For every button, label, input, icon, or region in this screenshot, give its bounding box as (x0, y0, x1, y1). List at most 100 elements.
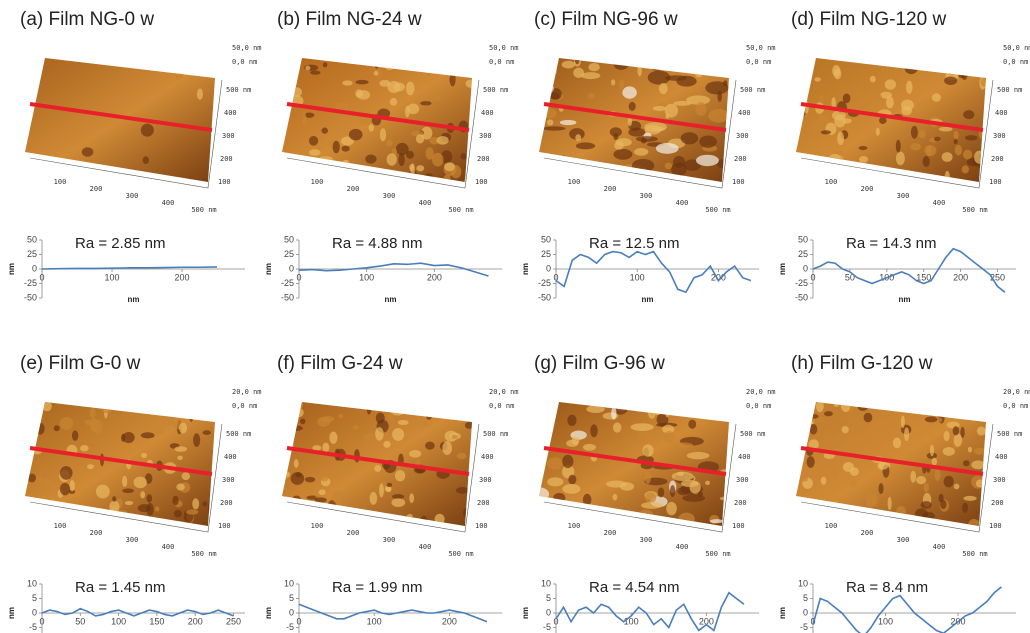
grain (122, 475, 128, 488)
surface-x-tick: 500 nm (962, 550, 987, 558)
roughness-annotation: Ra = 14.3 nm (846, 235, 936, 252)
grain (562, 454, 574, 469)
y-tick-label: 0 (32, 607, 37, 617)
grain (449, 72, 456, 87)
y-tick-label: -5 (543, 622, 551, 632)
grain (409, 164, 415, 172)
y-tick-label: -25 (281, 278, 294, 288)
grain (630, 423, 654, 432)
y-tick-label: 50 (798, 234, 808, 244)
grain (962, 502, 969, 513)
surface-x-tick: 100 (311, 522, 324, 530)
grain (665, 113, 670, 119)
grain (588, 62, 600, 72)
profile-line (298, 262, 489, 277)
grain (929, 444, 935, 457)
grain (315, 145, 321, 151)
grain (332, 490, 344, 504)
grain (178, 422, 188, 434)
grain (122, 431, 135, 444)
grain (920, 501, 932, 509)
grain (800, 476, 809, 482)
profile-cut (29, 102, 213, 132)
surface-y-tick: 500 nm (226, 430, 251, 438)
grain (652, 105, 667, 111)
grain (609, 127, 622, 137)
x-tick-label: 0 (296, 272, 301, 282)
surface (796, 402, 986, 526)
grain (934, 468, 941, 481)
profile-cut (543, 102, 727, 132)
surface-z-tick: 0,0 nm (746, 58, 771, 66)
grain (140, 432, 155, 439)
grain (196, 88, 203, 100)
grain (465, 79, 472, 88)
grain (953, 138, 958, 145)
panel-title: (e) Film G-0 w (20, 353, 141, 374)
grain (173, 509, 182, 518)
x-axis-label: nm (128, 295, 140, 304)
grain (567, 414, 577, 427)
surface-x-tick: 100 (311, 178, 324, 186)
surface-z-tick: 20,0 nm (746, 388, 776, 396)
grain (409, 493, 415, 504)
grain (916, 475, 927, 485)
grain (931, 93, 942, 102)
surface-y-tick: 100 (218, 522, 231, 530)
grain (586, 405, 605, 413)
surface-z-tick: 0,0 nm (232, 402, 257, 410)
grain (644, 470, 652, 484)
grain (832, 150, 845, 155)
surface-y-tick: 200 (220, 499, 233, 507)
surface-z-tick: 50,0 nm (489, 44, 519, 52)
grain (398, 153, 405, 167)
grain (309, 149, 321, 156)
grain (635, 136, 658, 142)
surface-y-tick: 200 (477, 499, 490, 507)
grain (562, 484, 581, 494)
grain (895, 151, 905, 166)
grain (892, 437, 902, 449)
grain (980, 77, 986, 87)
grain (322, 442, 330, 453)
surface-x-tick: 300 (126, 536, 139, 544)
surface-y-tick: 400 (738, 109, 751, 117)
surface-z-tick: 0,0 nm (232, 58, 257, 66)
grain (425, 441, 435, 450)
x-tick-label: 250 (226, 616, 241, 626)
grain (559, 119, 577, 126)
surface-x-tick: 200 (90, 529, 103, 537)
grain (407, 103, 420, 115)
x-tick-label: 100 (104, 272, 119, 282)
grain (425, 147, 434, 160)
surface (539, 58, 729, 182)
grain (695, 154, 719, 167)
grain (611, 79, 616, 86)
grain (904, 427, 910, 442)
grain (397, 420, 409, 426)
surface-y-tick: 400 (995, 453, 1008, 461)
grain (176, 483, 185, 491)
grain (842, 93, 851, 104)
surface-z-tick: 20,0 nm (1003, 388, 1030, 396)
grain (878, 483, 884, 495)
x-tick-label: 200 (442, 616, 457, 626)
grain (386, 139, 393, 147)
grain (944, 76, 958, 86)
grain (863, 412, 873, 423)
y-tick-label: -50 (24, 292, 37, 302)
surface-x-tick: 100 (825, 522, 838, 530)
surface-y-tick: 100 (989, 522, 1002, 530)
x-tick-label: 200 (953, 272, 968, 282)
y-tick-label: 5 (803, 593, 808, 603)
surface-x-tick: 300 (897, 192, 910, 200)
grain (967, 446, 973, 453)
surface-x-tick: 500 nm (448, 206, 473, 214)
y-tick-label: 5 (32, 593, 37, 603)
grain (664, 162, 673, 170)
grain (431, 152, 444, 167)
surface-x-tick: 200 (861, 185, 874, 193)
panel-title: (h) Film G-120 w (791, 353, 933, 374)
x-tick-label: 0 (810, 616, 815, 626)
grain (615, 138, 632, 147)
